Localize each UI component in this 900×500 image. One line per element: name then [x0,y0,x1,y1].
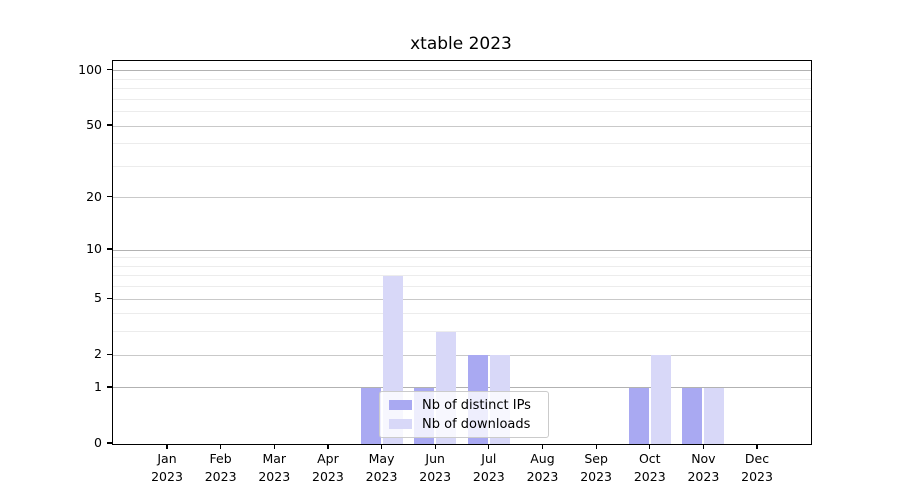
x-tick-mark [702,444,704,449]
x-tick-label-month: Dec [744,451,770,466]
x-tick-label-month: Sep [584,451,608,466]
gridline-minor [113,265,811,267]
x-tick-label-aug-2023: Aug 2023 [511,450,573,486]
y-tick-label-20: 20 [86,188,102,204]
x-tick-mark [756,444,758,449]
x-tick-mark [380,444,383,449]
y-tick-label-100: 100 [78,61,102,77]
gridline-minor [113,78,811,80]
x-tick-label-year: 2023 [633,468,666,484]
y-tick-mark [107,124,112,126]
legend-swatch-distinct-ips [389,400,412,410]
x-tick-label-year: 2023 [151,468,183,484]
y-tick-mark [107,353,112,355]
gridline-minor [113,275,811,277]
gridline-major [113,354,811,356]
x-tick-label-month: Jan [157,451,177,466]
x-tick-label-oct-2023: Oct 2023 [619,450,681,486]
x-tick-mark [488,444,490,449]
plot-area: Nb of distinct IPs Nb of downloads [112,60,812,445]
x-tick-label-year: 2023 [741,468,773,484]
y-tick-label-5: 5 [94,290,102,306]
y-tick-label-2: 2 [94,346,102,362]
x-tick-label-year: 2023 [312,468,344,484]
gridline-major [113,387,811,389]
gridline-major [113,70,811,72]
legend-swatch-downloads [389,419,412,429]
gridline-major [113,298,811,300]
bar-downloads-oct [650,355,671,444]
x-tick-mark [327,444,329,449]
gridline-minor [113,286,811,288]
gridline-minor [113,98,811,100]
bar-downloads-nov [704,387,725,444]
x-tick-label-may-2023: May 2023 [351,450,413,486]
x-tick-label-apr-2023: Apr 2023 [297,450,359,486]
gridline-major [113,125,811,127]
x-tick-label-month: Oct [638,451,661,466]
x-tick-mark [166,444,168,449]
chart-title: xtable 2023 [410,34,512,54]
x-tick-label-year: 2023 [365,468,398,484]
x-tick-mark [649,444,651,449]
x-tick-label-jan-2023: Jan 2023 [136,450,198,486]
x-tick-label-dec-2023: Dec 2023 [726,450,788,486]
gridline-minor [113,143,811,145]
gridline-major [113,249,811,251]
x-tick-label-nov-2023: Nov 2023 [672,450,734,486]
y-tick-label-0: 0 [94,435,102,450]
x-tick-label-jul-2023: Jul 2023 [458,450,520,486]
x-tick-label-year: 2023 [580,468,613,484]
x-tick-label-month: May [368,451,395,466]
x-tick-label-year: 2023 [204,468,237,484]
legend: Nb of distinct IPs Nb of downloads [379,391,549,438]
x-tick-mark [273,444,275,449]
x-tick-label-mar-2023: Mar 2023 [243,450,305,486]
x-tick-label-jun-2023: Jun 2023 [404,450,466,486]
x-tick-mark [434,444,436,449]
gridline-minor [113,88,811,90]
y-tick-label-50: 50 [86,117,102,133]
legend-item-distinct-ips: Nb of distinct IPs [389,397,539,413]
y-tick-mark [107,386,112,388]
y-tick-mark [107,196,112,198]
y-tick-mark [107,69,112,71]
bar-distinct-ips-nov [682,387,703,444]
y-tick-mark [107,297,112,299]
x-tick-label-month: Apr [317,451,339,466]
y-tick-label-10: 10 [86,241,102,257]
gridline-major [113,197,811,199]
legend-label-distinct-ips: Nb of distinct IPs [422,397,531,413]
x-tick-label-year: 2023 [258,468,291,484]
x-tick-label-year: 2023 [419,468,452,484]
x-tick-label-feb-2023: Feb 2023 [190,450,252,486]
x-tick-label-month: Aug [530,451,555,466]
x-tick-label-year: 2023 [687,468,720,484]
x-tick-label-month: Jun [425,451,445,466]
x-tick-label-month: Feb [209,451,232,466]
x-tick-label-year: 2023 [526,468,559,484]
y-tick-label-1: 1 [94,378,102,394]
y-tick-mark [107,442,112,444]
x-tick-label-month: Jul [481,451,497,466]
bar-distinct-ips-oct [628,387,649,444]
gridline-minor [113,111,811,113]
x-tick-label-month: Nov [691,451,716,466]
legend-item-downloads: Nb of downloads [389,416,539,432]
x-tick-label-year: 2023 [472,468,505,484]
x-tick-mark [595,444,597,449]
y-tick-mark [107,248,112,250]
x-tick-mark [220,444,222,449]
legend-label-downloads: Nb of downloads [422,416,531,432]
gridline-minor [113,313,811,315]
x-tick-label-month: Mar [262,451,287,466]
x-tick-label-sep-2023: Sep 2023 [565,450,627,486]
gridline-minor [113,165,811,167]
x-tick-mark [541,444,544,449]
gridline-minor [113,257,811,259]
bar-distinct-ips-may [360,387,381,444]
gridline-minor [113,331,811,333]
